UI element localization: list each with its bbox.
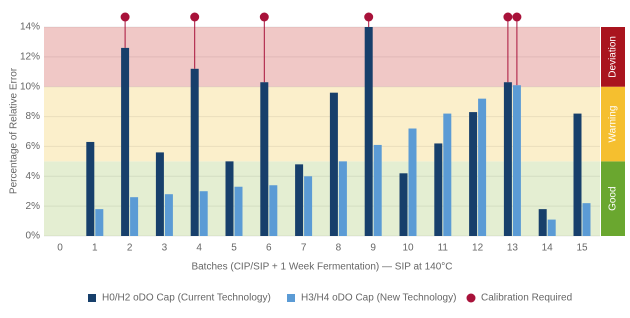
bar [408, 128, 417, 236]
calibration-marker [190, 12, 200, 22]
calibration-marker [512, 12, 522, 22]
y-tick-label: 12% [20, 51, 40, 62]
x-tick-label: 11 [438, 243, 449, 254]
legend-label: Calibration Required [481, 293, 572, 304]
calibration-marker [364, 12, 374, 22]
bar [503, 82, 512, 236]
zone-label: Warning [608, 106, 619, 143]
zone-band [44, 27, 600, 87]
bar [538, 209, 547, 236]
x-tick-label: 1 [92, 243, 98, 254]
bar [260, 82, 269, 236]
bar [234, 186, 243, 236]
x-tick-label: 9 [370, 243, 376, 254]
bar [582, 203, 591, 236]
bar [443, 113, 452, 236]
bar [469, 112, 478, 236]
bar [547, 219, 556, 236]
bar [155, 152, 164, 236]
x-tick-label: 5 [231, 243, 237, 254]
bar [434, 143, 443, 236]
legend-swatch [287, 294, 295, 302]
zone-tab [601, 161, 625, 236]
zone-tab [601, 27, 625, 87]
bar [573, 113, 582, 236]
zone-label: Deviation [608, 36, 619, 78]
bar [364, 27, 373, 236]
bar [199, 191, 208, 236]
x-tick-label: 14 [542, 243, 554, 254]
bar [190, 68, 199, 236]
zone-tab [601, 86, 625, 162]
x-tick-label: 6 [266, 243, 272, 254]
bar [399, 173, 408, 236]
x-tick-label: 12 [472, 243, 484, 254]
bar [86, 141, 95, 236]
y-tick-label: 6% [26, 141, 41, 152]
bar [130, 197, 139, 236]
bar [121, 47, 130, 237]
x-tick-label: 3 [162, 243, 168, 254]
calibration-marker [120, 12, 130, 22]
y-tick-label: 14% [20, 22, 40, 33]
x-tick-label: 0 [57, 243, 63, 254]
bar [329, 92, 338, 236]
bar [373, 144, 382, 236]
bar [478, 98, 487, 237]
calibration-marker [503, 12, 513, 22]
x-tick-label: 13 [507, 243, 519, 254]
x-axis-label: Batches (CIP/SIP + 1 Week Fermentation) … [191, 262, 452, 273]
y-tick-label: 8% [26, 111, 41, 122]
legend-swatch [466, 293, 476, 303]
bar [338, 161, 347, 236]
bar [164, 194, 173, 236]
calibration-marker [259, 12, 269, 22]
bar [295, 164, 304, 236]
x-tick-label: 10 [402, 243, 414, 254]
zone-label: Good [608, 186, 619, 210]
legend-label: H3/H4 oDO Cap (New Technology) [301, 293, 456, 304]
bar [95, 209, 104, 236]
x-tick-label: 8 [336, 243, 342, 254]
bar [512, 85, 521, 236]
x-tick-label: 15 [576, 243, 588, 254]
legend-swatch [88, 294, 96, 302]
legend-label: H0/H2 oDO Cap (Current Technology) [102, 293, 271, 304]
bar [225, 161, 234, 236]
y-tick-label: 10% [20, 81, 40, 92]
bar [304, 176, 313, 236]
x-tick-label: 7 [301, 243, 307, 254]
y-tick-label: 2% [26, 201, 41, 212]
bar [269, 185, 278, 236]
y-tick-label: 0% [26, 231, 41, 242]
y-tick-label: 4% [26, 171, 41, 182]
y-axis-label: Percentage of Relative Error [9, 67, 20, 194]
x-tick-label: 2 [127, 243, 133, 254]
x-tick-label: 4 [196, 243, 202, 254]
